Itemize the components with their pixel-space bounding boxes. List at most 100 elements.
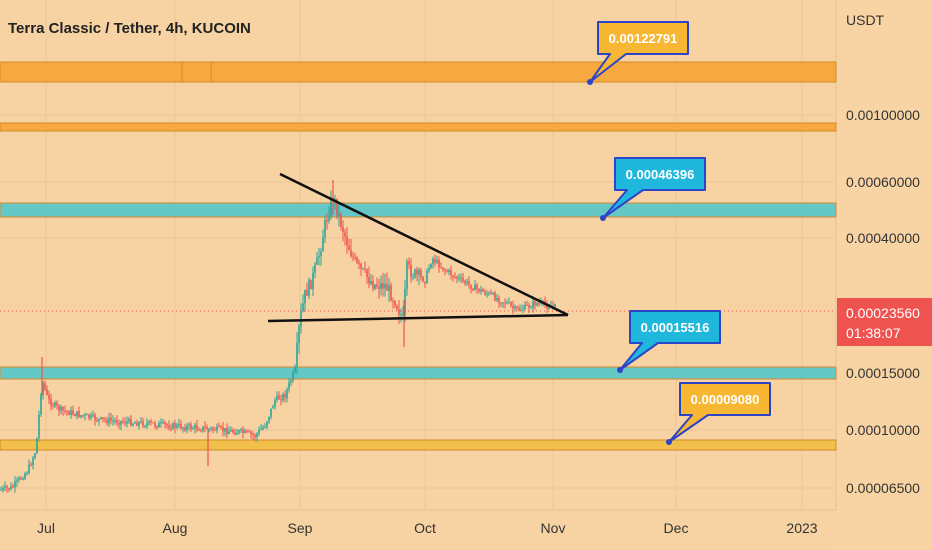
triangle-pattern	[267, 172, 569, 323]
candle-body	[496, 298, 498, 301]
candle-body	[432, 258, 434, 265]
candle-body	[58, 405, 60, 411]
y-tick-label: 0.00015000	[846, 365, 920, 381]
candle-body	[322, 237, 324, 252]
candle-body	[298, 326, 300, 344]
candle-body	[500, 302, 502, 304]
candle-body	[456, 276, 458, 279]
callout-anchor-dot	[666, 439, 672, 445]
candle-body	[342, 226, 344, 233]
candle-body	[504, 302, 506, 304]
countdown-label: 01:38:07	[846, 325, 901, 341]
candle-body	[234, 432, 236, 435]
candle-body	[396, 305, 398, 310]
candle-body	[228, 431, 230, 435]
candle-body	[346, 236, 348, 246]
x-tick-label: 2023	[786, 520, 817, 536]
candle-body	[372, 281, 374, 289]
candle-body	[526, 304, 528, 306]
candle-body	[294, 367, 296, 373]
candle-body	[510, 302, 512, 306]
callout-bubble	[619, 310, 721, 371]
candle-body	[86, 414, 88, 416]
plot-background	[0, 0, 836, 550]
candle-body	[318, 255, 320, 258]
candle-body	[196, 425, 198, 430]
candle-body	[70, 410, 72, 416]
candle-body	[192, 428, 194, 430]
candle-body	[260, 429, 262, 431]
candle-body	[96, 420, 98, 422]
price-callout[interactable]: 0.00122791	[587, 21, 689, 85]
x-tick-label: Dec	[664, 520, 689, 536]
candle-body	[240, 429, 242, 431]
candle-body	[216, 426, 218, 431]
candle-body	[94, 414, 96, 421]
candle-body	[420, 270, 422, 277]
candle-body	[26, 473, 28, 475]
candle-body	[184, 427, 186, 431]
candle-body	[60, 406, 62, 411]
candle-body	[324, 219, 326, 238]
candle-body	[158, 422, 160, 428]
candle-body	[532, 301, 534, 308]
candle-body	[554, 303, 556, 307]
price-callout[interactable]: 0.00046396	[600, 157, 706, 221]
candle-body	[118, 423, 120, 425]
candle-body	[182, 427, 184, 429]
candle-body	[138, 422, 140, 426]
candle-body	[522, 309, 524, 311]
candle-body	[266, 421, 268, 427]
candle-body	[474, 284, 476, 291]
candle-body	[24, 473, 26, 480]
candle-body	[90, 415, 92, 419]
candle-body	[54, 402, 56, 406]
candle-body	[42, 383, 44, 395]
candle-body	[404, 288, 406, 315]
y-tick-label: 0.00100000	[846, 107, 920, 123]
candle-body	[414, 269, 416, 277]
candle-body	[206, 427, 208, 430]
candle-body	[476, 284, 478, 289]
candle-body	[440, 267, 442, 269]
price-callout[interactable]: 0.00009080	[666, 382, 771, 445]
candle-body	[32, 458, 34, 466]
x-tick-label: Sep	[288, 520, 313, 536]
candle-body	[230, 429, 232, 432]
candle-body	[454, 276, 456, 278]
candle-body	[464, 280, 466, 284]
candle-body	[256, 433, 258, 438]
candle-body	[336, 198, 338, 216]
candle-body	[254, 435, 256, 438]
price-callout[interactable]: 0.00015516	[617, 310, 721, 373]
candle-body	[12, 486, 14, 488]
callout-value: 0.00122791	[609, 31, 678, 46]
candle-body	[186, 425, 188, 431]
candle-body	[424, 281, 426, 284]
candle-body	[376, 284, 378, 287]
candle-body	[172, 423, 174, 429]
callout-anchor-dot	[600, 215, 606, 221]
candle-body	[386, 283, 388, 291]
price-axis: 0.00100000 0.00060000 0.00040000 0.00015000…	[846, 107, 920, 496]
candle-body	[38, 414, 40, 438]
candle-body	[72, 410, 74, 415]
candle-body	[516, 306, 518, 308]
candle-body	[208, 428, 210, 430]
callouts: 0.00122791 0.00046396 0.00015516 0.00009080	[587, 21, 771, 445]
candle-body	[508, 302, 510, 304]
candle-body	[448, 270, 450, 272]
candle-body	[530, 307, 532, 309]
candle-body	[36, 437, 38, 454]
candle-body	[278, 395, 280, 400]
candle-body	[480, 289, 482, 292]
candle-body	[14, 481, 16, 488]
candle-body	[164, 421, 166, 425]
candle-body	[398, 309, 400, 315]
candle-body	[348, 245, 350, 251]
candle-body	[218, 426, 220, 428]
candle-body	[378, 286, 380, 290]
candle-body	[274, 399, 276, 407]
candle-body	[194, 425, 196, 429]
